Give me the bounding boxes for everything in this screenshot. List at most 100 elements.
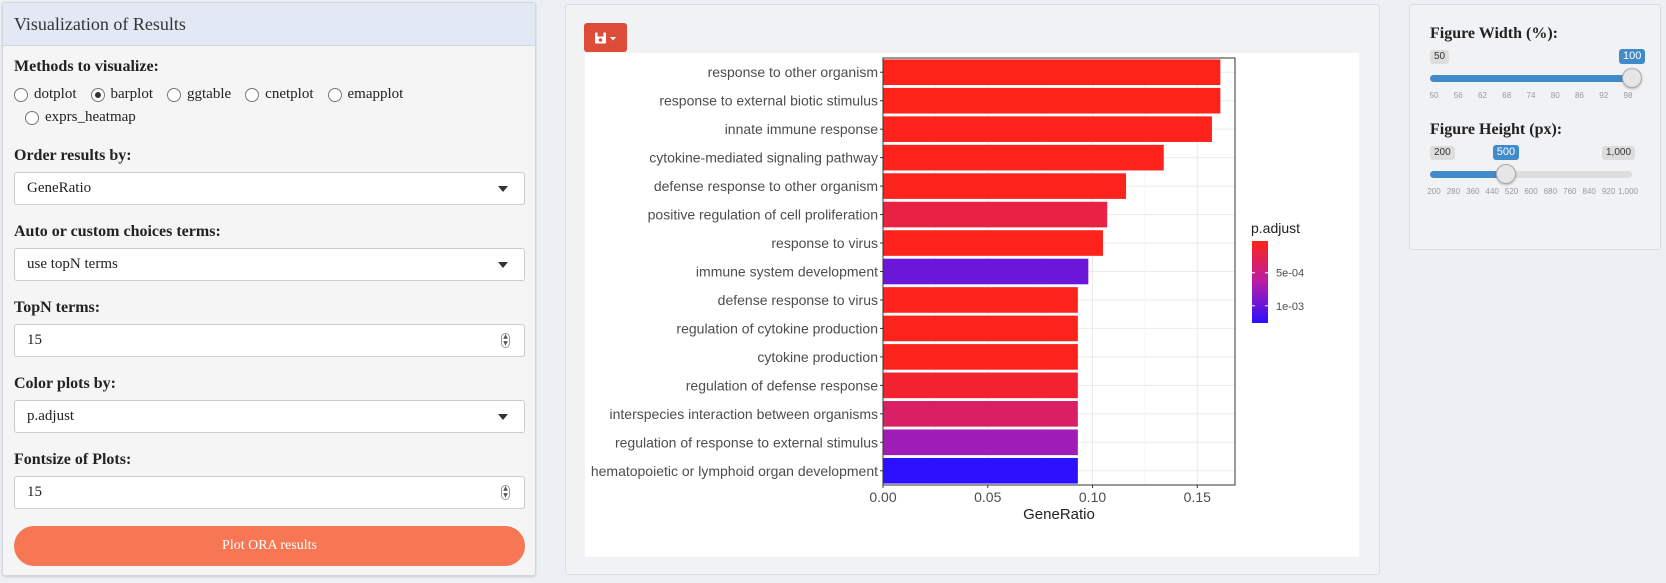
slider-tick-label: 98 xyxy=(1623,91,1633,100)
radio-exprs-heatmap[interactable]: exprs_heatmap xyxy=(25,109,136,126)
figure-width-label: Figure Width (%): xyxy=(1430,25,1559,42)
height-ticks: 200 280 360 440 520 600 680 760 840 920 1,000 xyxy=(1427,187,1638,199)
height-max-label: 1,000 xyxy=(1602,146,1636,160)
radio-button-checked[interactable] xyxy=(90,87,105,102)
order-label: Order results by: xyxy=(14,147,132,164)
category-label: regulation of cytokine production xyxy=(676,320,878,336)
category-label: cytokine-mediated signaling pathway xyxy=(649,150,878,166)
category-label: regulation of response to external stimu… xyxy=(615,434,878,450)
save-dropdown-button[interactable] xyxy=(584,23,627,52)
radio-emapplot[interactable]: emapplot xyxy=(327,86,403,103)
category-label: immune system development xyxy=(696,264,878,280)
slider-tick-label: 680 xyxy=(1543,187,1558,196)
slider-tick-label: 74 xyxy=(1526,91,1536,100)
radio-dotplot[interactable]: dotplot xyxy=(14,86,77,103)
choices-select[interactable]: use topN terms xyxy=(14,248,525,281)
x-tick-label: 0.10 xyxy=(1079,489,1106,505)
bar xyxy=(883,372,1078,399)
category-label: hematopoietic or lymphoid organ developm… xyxy=(591,463,878,479)
bar xyxy=(883,230,1103,256)
category-label: response to external biotic stimulus xyxy=(659,93,878,109)
topn-label: TopN terms: xyxy=(14,299,101,316)
bar xyxy=(883,344,1078,370)
legend-title: p.adjust xyxy=(1251,220,1300,236)
height-min-label: 200 xyxy=(1430,146,1455,160)
category-label: positive regulation of cell proliferatio… xyxy=(648,207,878,223)
x-tick-label: 0.00 xyxy=(869,489,896,505)
order-select[interactable]: GeneRatio xyxy=(14,172,525,205)
bar xyxy=(883,429,1078,456)
barplot-area: response to other organism response to ex… xyxy=(585,53,1359,557)
bar xyxy=(883,87,1221,114)
slider-tick-label: 50 xyxy=(1429,91,1439,100)
slider-tick-label: 62 xyxy=(1478,91,1487,100)
radio-button[interactable] xyxy=(245,87,260,102)
legend-label: 5e-04 xyxy=(1276,268,1304,280)
x-axis-title: GeneRatio xyxy=(1023,506,1095,523)
bar xyxy=(883,201,1108,228)
radio-button[interactable] xyxy=(14,87,28,102)
slider-tick-label: 520 xyxy=(1504,187,1519,196)
spinner-icon[interactable]: ▲ ▼ xyxy=(501,485,510,500)
width-value-label: 100 xyxy=(1619,49,1646,64)
methods-radio-group: dotplot barplot ggtable cnetplot emapplo… xyxy=(14,86,417,103)
slider-fill xyxy=(1430,75,1632,82)
barplot-chart: response to other organism response to ex… xyxy=(591,57,1304,523)
figure-settings-panel: Figure Width (%): 50 100 50 56 62 68 74 80 86 9… xyxy=(1409,4,1661,250)
bar xyxy=(883,457,1078,484)
panel-border xyxy=(882,57,1236,486)
category-label: response to virus xyxy=(771,235,878,251)
chevron-down-icon xyxy=(498,414,508,420)
category-label: defense response to virus xyxy=(718,292,878,308)
width-min-label: 50 xyxy=(1430,50,1450,64)
topn-input[interactable]: 15 ▲ ▼ xyxy=(14,324,525,357)
height-value-label: 500 xyxy=(1492,145,1520,160)
fontsize-label: Fontsize of Plots: xyxy=(14,451,132,468)
slider-tick-label: 80 xyxy=(1550,91,1560,100)
slider-tick-label: 920 xyxy=(1601,187,1616,196)
slider-handle[interactable] xyxy=(1495,164,1516,184)
slider-tick-label: 92 xyxy=(1599,91,1609,100)
slider-handle[interactable] xyxy=(1622,68,1642,88)
bar xyxy=(883,287,1078,313)
x-tick-label: 0.15 xyxy=(1184,489,1211,505)
figure-height-label: Figure Height (px): xyxy=(1430,121,1563,138)
legend-label: 1e-03 xyxy=(1276,301,1304,313)
figure-width-slider[interactable] xyxy=(1430,68,1642,88)
color-label: Color plots by: xyxy=(14,375,116,392)
slider-tick-label: 440 xyxy=(1485,187,1499,196)
category-label: cytokine production xyxy=(757,349,878,365)
slider-tick-label: 360 xyxy=(1466,187,1480,196)
slider-tick-label: 600 xyxy=(1524,187,1538,196)
slider-tick-label: 280 xyxy=(1446,187,1461,196)
fontsize-input[interactable]: 15 ▲ ▼ xyxy=(14,476,525,509)
plot-panel: response to other organism response to ex… xyxy=(565,4,1380,575)
bar xyxy=(883,258,1089,285)
choices-label: Auto or custom choices terms: xyxy=(14,223,221,240)
category-label: innate immune response xyxy=(725,121,879,137)
bar xyxy=(883,173,1127,199)
spinner-icon[interactable]: ▲ ▼ xyxy=(501,333,510,348)
bar xyxy=(883,59,1221,86)
slider-tick-label: 86 xyxy=(1575,91,1584,100)
bar xyxy=(883,315,1078,342)
slider-tick-label: 68 xyxy=(1502,91,1512,100)
radio-ggtable[interactable]: ggtable xyxy=(167,86,231,103)
slider-tick-label: 200 xyxy=(1427,187,1441,196)
visualization-panel: Visualization of Results Methods to visu… xyxy=(2,2,536,576)
radio-button[interactable] xyxy=(167,87,182,102)
color-select[interactable]: p.adjust xyxy=(14,400,525,433)
radio-button[interactable] xyxy=(25,110,39,125)
category-label: defense response to other organism xyxy=(654,178,878,194)
radio-cnetplot[interactable]: cnetplot xyxy=(245,86,314,103)
figure-height-slider[interactable] xyxy=(1430,164,1632,184)
slider-fill xyxy=(1430,171,1506,178)
radio-button[interactable] xyxy=(327,87,342,102)
radio-barplot[interactable]: barplot xyxy=(90,86,153,103)
slider-tick-label: 1,000 xyxy=(1617,187,1639,196)
plot-ora-button[interactable]: Plot ORA results xyxy=(14,526,525,566)
category-label: interspecies interaction between organis… xyxy=(610,406,878,422)
x-tick-label: 0.05 xyxy=(974,489,1001,505)
chevron-down-icon xyxy=(498,262,508,268)
bar xyxy=(883,116,1212,142)
